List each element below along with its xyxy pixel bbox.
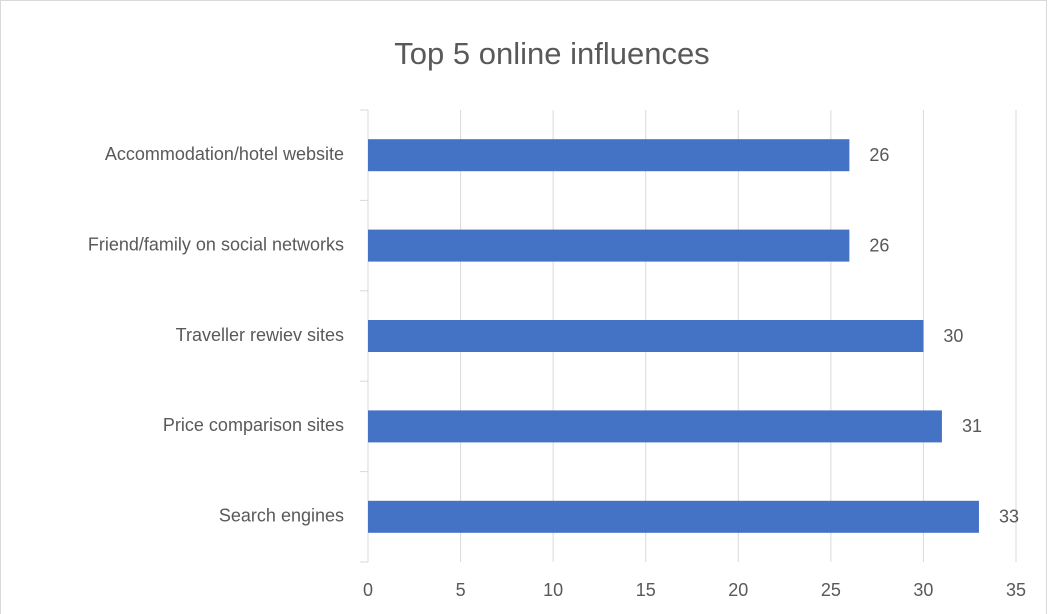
y-tick-label: Friend/family on social networks — [88, 234, 344, 254]
bar — [368, 410, 942, 443]
data-label: 31 — [962, 416, 982, 436]
chart-title: Top 5 online influences — [394, 36, 709, 71]
bar — [368, 320, 924, 352]
x-tick-label: 10 — [543, 580, 563, 600]
bar — [368, 500, 979, 533]
x-tick-label: 30 — [913, 580, 933, 600]
x-tick-label: 5 — [456, 580, 466, 600]
x-tick-label: 35 — [1006, 580, 1026, 600]
data-label: 26 — [869, 235, 889, 255]
x-tick-label: 25 — [821, 580, 841, 600]
y-tick-label: Traveller rewiev sites — [176, 325, 344, 345]
y-tick-label: Accommodation/hotel website — [105, 144, 344, 164]
x-tick-label: 15 — [636, 580, 656, 600]
x-tick-label: 0 — [363, 580, 373, 600]
bar — [368, 139, 850, 172]
x-tick-label: 20 — [728, 580, 748, 600]
y-tick-label: Price comparison sites — [163, 415, 344, 435]
data-label: 30 — [943, 326, 963, 346]
data-label: 33 — [999, 507, 1019, 527]
bar — [368, 229, 850, 262]
data-label: 26 — [869, 145, 889, 165]
y-tick-label: Search engines — [219, 506, 344, 526]
